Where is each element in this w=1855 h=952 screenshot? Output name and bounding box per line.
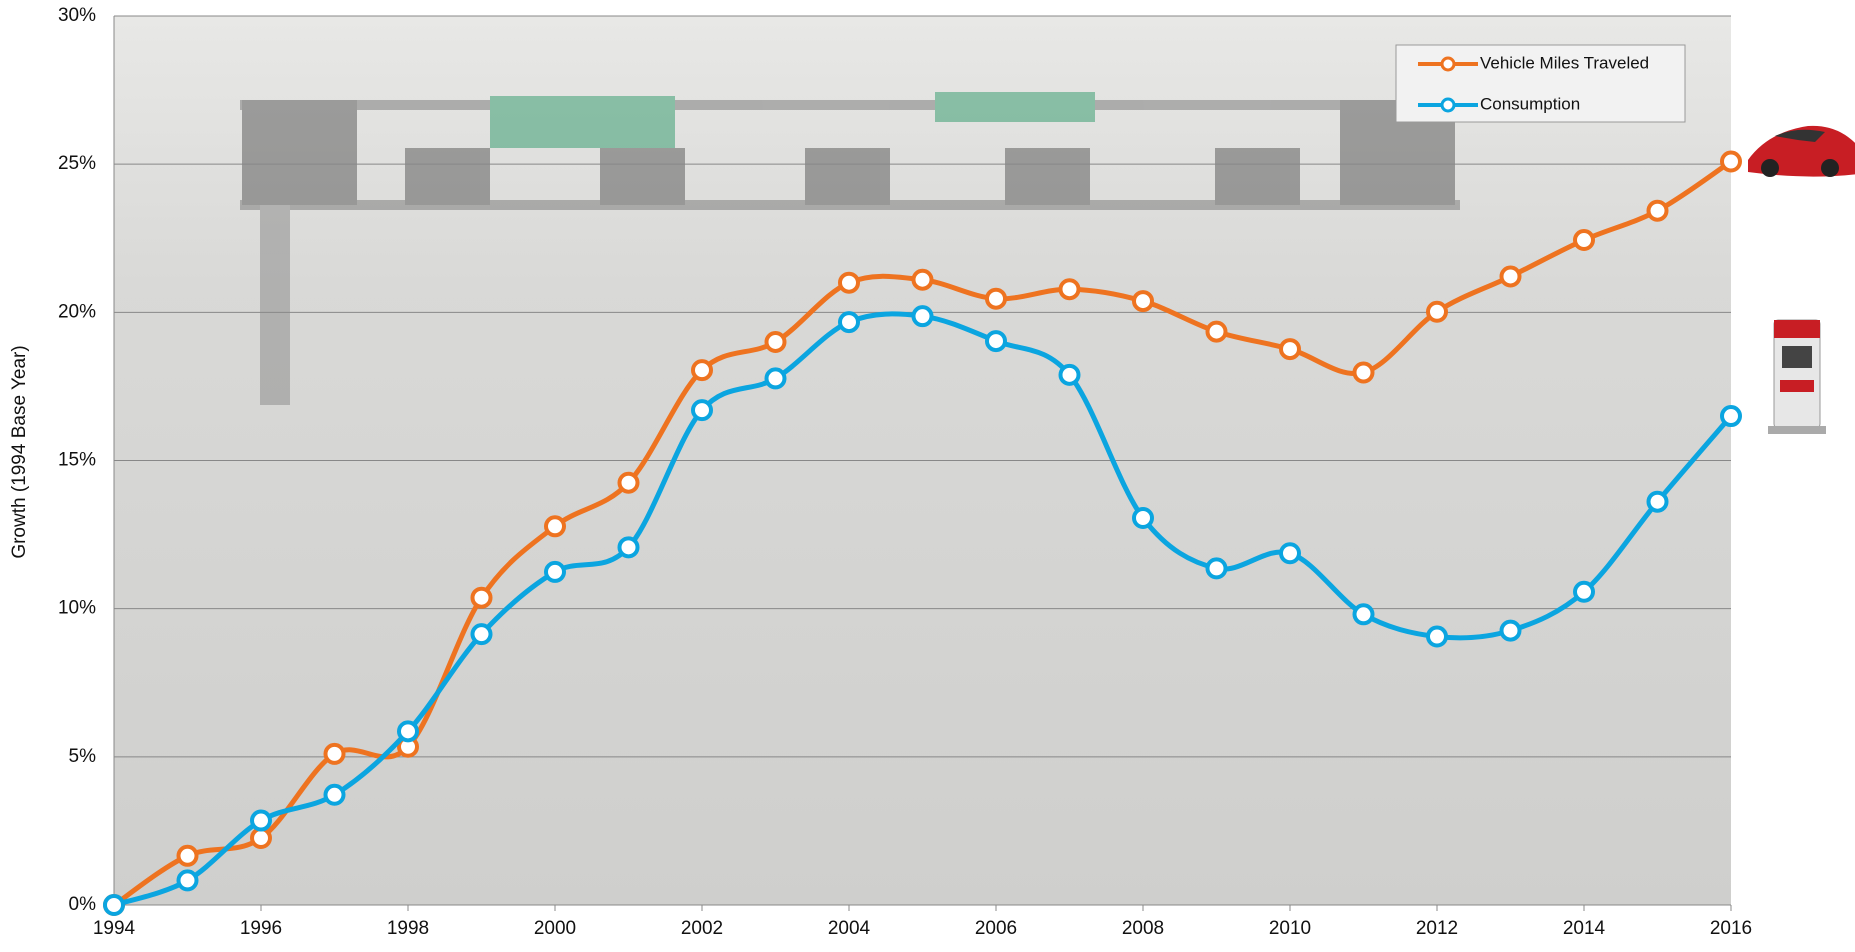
legend-label: Vehicle Miles Traveled <box>1480 53 1649 72</box>
data-point <box>544 515 566 538</box>
data-point <box>1058 363 1081 386</box>
data-point <box>764 330 787 353</box>
data-point <box>911 268 934 291</box>
data-point <box>838 311 860 334</box>
data-point <box>1573 229 1595 252</box>
x-tick-label: 2002 <box>681 918 723 939</box>
data-point <box>1499 265 1522 288</box>
y-tick-label: 15% <box>58 450 96 471</box>
data-point <box>103 894 125 916</box>
data-point <box>1426 625 1448 648</box>
data-point <box>176 869 199 892</box>
x-tick-label: 2014 <box>1563 918 1606 939</box>
data-point <box>691 399 713 422</box>
series-line <box>112 159 1733 908</box>
x-tick-label: 1994 <box>93 918 136 939</box>
data-point <box>397 720 419 743</box>
x-tick-label: 2004 <box>828 918 871 939</box>
y-tick-label: 10% <box>58 598 96 619</box>
data-point <box>1499 619 1522 642</box>
data-point <box>691 359 713 382</box>
data-point <box>1058 278 1081 301</box>
y-tick-label: 5% <box>69 746 97 767</box>
gas-pump-icon <box>1768 319 1826 434</box>
data-point <box>250 827 272 850</box>
data-point <box>1720 405 1742 428</box>
x-tick-label: 2000 <box>534 918 576 939</box>
y-tick-label: 20% <box>58 301 96 322</box>
data-point <box>838 271 860 294</box>
data-point <box>764 367 787 390</box>
x-tick-label: 2016 <box>1710 918 1752 939</box>
data-point <box>1720 150 1742 173</box>
data-point <box>1205 557 1228 580</box>
data-point <box>1352 361 1375 384</box>
data-point <box>323 783 346 806</box>
data-point <box>1132 506 1154 529</box>
data-point <box>250 809 272 832</box>
data-point <box>176 844 199 867</box>
y-axis-title: Growth (1994 Base Year) <box>9 345 30 558</box>
x-tick-label: 2012 <box>1416 918 1458 939</box>
data-point <box>617 471 640 494</box>
y-tick-label: 30% <box>58 5 96 26</box>
x-tick-label: 1996 <box>240 918 282 939</box>
legend-marker <box>1440 97 1456 113</box>
y-tick-label: 25% <box>58 153 96 174</box>
x-tick-label: 2010 <box>1269 918 1311 939</box>
data-point <box>1352 603 1375 626</box>
data-point <box>1646 199 1669 222</box>
data-point <box>544 560 566 583</box>
legend-label: Consumption <box>1480 94 1580 113</box>
axis-title-group: Growth (1994 Base Year) <box>9 345 30 558</box>
data-point <box>1426 300 1448 323</box>
legend: Vehicle Miles Traveled Consumption <box>1395 44 1686 123</box>
x-tick-label: 2008 <box>1122 918 1164 939</box>
car-icon <box>1748 125 1855 177</box>
data-point <box>985 330 1007 353</box>
data-point <box>470 623 493 646</box>
legend-marker <box>1440 56 1456 72</box>
data-point <box>1279 542 1301 565</box>
x-tick-label: 2006 <box>975 918 1017 939</box>
data-point <box>470 586 493 609</box>
data-point <box>1573 580 1595 603</box>
data-point <box>911 305 934 328</box>
data-point <box>1132 290 1154 313</box>
data-point <box>1279 338 1301 361</box>
x-tick-label: 1998 <box>387 918 429 939</box>
data-point <box>985 287 1007 310</box>
y-tick-label: 0% <box>69 894 97 915</box>
data-point <box>1646 490 1669 513</box>
data-point <box>323 742 346 765</box>
data-point <box>617 536 640 559</box>
data-point <box>1205 320 1228 343</box>
